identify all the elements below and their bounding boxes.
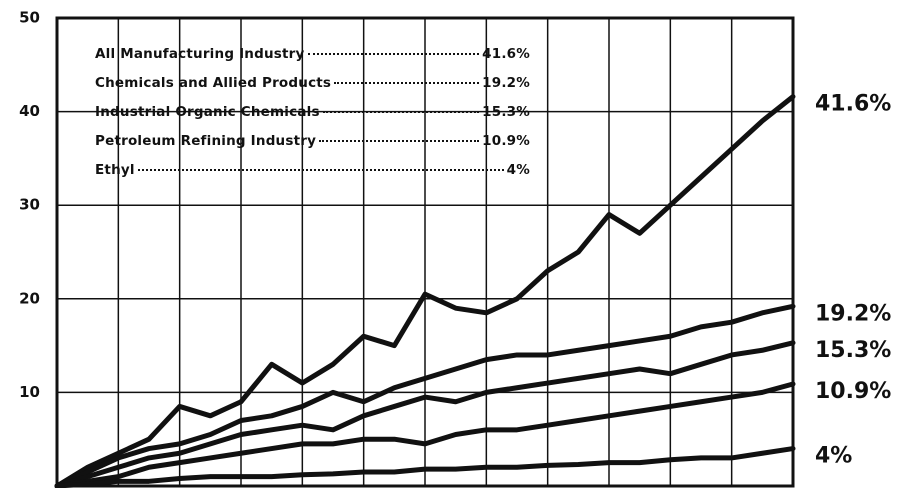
series-line [54,381,796,488]
end-label: 19.2% [815,301,891,326]
y-tick-label: 40 [19,102,40,120]
y-tick-label: 20 [19,289,40,307]
leader-dots [307,53,480,55]
legend-name: All Manufacturing Industry [95,46,305,62]
y-tick-label: 50 [19,9,40,27]
legend-value: 10.9% [482,133,530,149]
end-label: 41.6% [815,92,891,117]
legend-name: Ethyl [95,162,135,178]
end-label: 10.9% [815,379,891,404]
series-line [54,94,796,488]
plot-frame [55,16,795,488]
legend-value: 41.6% [482,46,530,62]
legend-value: 19.2% [482,75,530,91]
leader-dots [334,82,480,84]
leader-dots [319,140,480,142]
legend-entry: Ethyl 4% [95,162,530,191]
leader-dots [137,169,504,171]
legend-name: Industrial Organic Chemicals [95,104,320,120]
legend-value: 15.3% [482,104,530,120]
end-label: 4% [815,444,852,469]
legend-entry: Industrial Organic Chemicals 15.3% [95,104,530,133]
legend-entry: All Manufacturing Industry 41.6% [95,46,530,75]
legend-name: Chemicals and Allied Products [95,75,332,91]
series-line [54,303,796,488]
legend-value: 4% [506,162,530,178]
series-line [54,446,796,488]
legend-name: Petroleum Refining Industry [95,133,317,149]
leader-dots [322,111,480,113]
legend: All Manufacturing Industry 41.6% Chemicals… [95,46,530,191]
legend-entry: Petroleum Refining Industry 10.9% [95,133,530,162]
series-line [54,340,796,488]
y-tick-label: 30 [19,196,40,214]
end-label: 15.3% [815,338,891,363]
y-tick-label: 10 [19,383,40,401]
legend-entry: Chemicals and Allied Products 19.2% [95,75,530,104]
